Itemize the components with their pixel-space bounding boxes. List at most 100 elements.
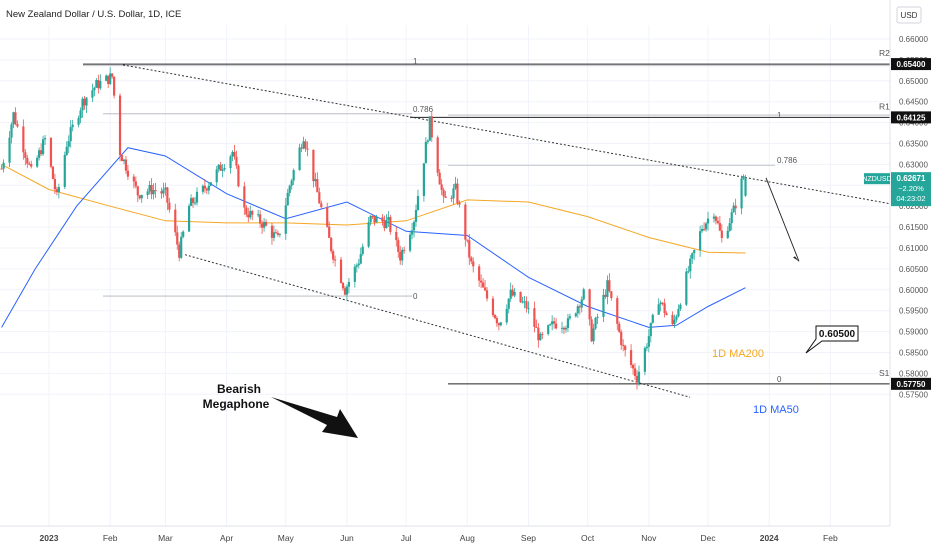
candle-body	[341, 283, 345, 289]
candle-body	[79, 110, 82, 119]
candle-body	[511, 289, 514, 296]
candle-body	[107, 75, 110, 84]
y-tick-label: 0.61500	[899, 223, 928, 232]
candle-body	[444, 196, 447, 198]
candle-body	[663, 303, 666, 314]
candle-body	[65, 146, 68, 155]
price-badge-value: 0.62671	[897, 174, 926, 183]
candle-body	[604, 294, 607, 297]
y-tick-label: 0.59500	[899, 307, 928, 316]
candle-body	[164, 187, 167, 190]
candle-body	[69, 127, 72, 142]
candle-body	[495, 318, 499, 324]
x-tick-label: May	[278, 533, 295, 543]
candle-body	[160, 191, 163, 194]
y-tick-label: 0.62000	[899, 202, 928, 211]
candle-body	[466, 239, 469, 241]
candle-body	[385, 219, 388, 229]
candle-body	[355, 265, 358, 267]
currency-button	[896, 6, 922, 24]
candle-body	[523, 301, 526, 303]
candle-body	[594, 317, 597, 329]
candle-body	[706, 218, 710, 224]
level-badge-text: 0.65400	[897, 60, 926, 69]
candle-body	[330, 237, 333, 252]
candle-body	[272, 232, 276, 238]
y-tick-label: 0.60500	[899, 265, 928, 274]
candle-body	[113, 76, 116, 96]
candle-body	[343, 288, 347, 295]
level-label-r1: R1	[879, 101, 890, 111]
candle-body	[454, 183, 457, 189]
candle-body	[126, 170, 130, 177]
candle-body	[416, 196, 420, 210]
candle-body	[426, 140, 429, 143]
x-tick-label: Oct	[581, 533, 595, 543]
candle-body	[193, 202, 197, 204]
candle-body	[30, 164, 33, 167]
candle-body	[633, 368, 637, 377]
candle-body	[134, 181, 137, 187]
candle-body	[519, 291, 522, 303]
candle-body	[109, 73, 112, 84]
annotations: Bearish Megaphone 1D MA200 1D MA50 0.605…	[203, 325, 859, 438]
price-badge-countdown: 04:23:02	[896, 194, 925, 203]
candle-body	[618, 323, 621, 332]
x-tick-label: Dec	[700, 533, 716, 543]
candle-body	[442, 189, 445, 197]
candle-body	[616, 298, 619, 324]
x-tick-label: Aug	[460, 533, 475, 543]
candle-body	[16, 124, 19, 127]
level-badge-text: 0.57750	[897, 380, 926, 389]
candle-body	[458, 202, 461, 205]
candle-body	[359, 254, 362, 264]
candle-body	[229, 156, 232, 169]
candle-body	[85, 97, 88, 106]
candle-body	[345, 286, 349, 295]
candle-body	[136, 186, 139, 196]
candle-body	[395, 231, 398, 241]
candle-body	[553, 321, 556, 324]
candle-body	[247, 214, 250, 218]
candle-body	[237, 165, 240, 187]
candle-body	[560, 327, 564, 329]
candle-body	[547, 325, 550, 334]
candle-body	[221, 169, 224, 171]
y-tick-label: 0.64500	[899, 98, 928, 107]
candle-body	[361, 246, 364, 255]
candle-body	[274, 232, 278, 234]
price-axis-background	[890, 0, 932, 550]
candle-body	[673, 319, 676, 325]
x-tick-label: Jun	[340, 533, 354, 543]
candle-body	[14, 112, 17, 125]
candle-body	[93, 87, 96, 91]
x-tick-label: 2023	[40, 533, 59, 543]
candle-body	[381, 217, 384, 222]
candle-body	[410, 230, 414, 235]
candle-body	[57, 187, 60, 193]
candle-body	[138, 195, 141, 199]
candle-body	[152, 190, 155, 195]
candle-body	[744, 178, 747, 196]
label-ma50: 1D MA50	[753, 404, 799, 416]
candle-body	[509, 289, 512, 299]
bearish-arrow	[271, 397, 358, 438]
megaphone-upper-line	[122, 64, 891, 205]
candle-body	[332, 251, 335, 260]
candle-body	[499, 322, 502, 326]
candle-body	[2, 162, 5, 169]
label-ma200: 1D MA200	[712, 348, 764, 360]
candle-body	[328, 226, 331, 238]
candle-body	[383, 221, 386, 229]
candle-body	[679, 304, 682, 309]
candle-body	[387, 217, 390, 220]
x-tick-label: Jul	[401, 533, 412, 543]
symbol-badge	[864, 173, 890, 185]
target-callout-box	[805, 325, 859, 354]
candle-body	[166, 187, 169, 203]
level-label-r2: R2	[879, 48, 890, 58]
candle-body	[83, 98, 86, 106]
x-tick-label: 2024	[760, 533, 779, 543]
level-badge	[891, 111, 931, 124]
